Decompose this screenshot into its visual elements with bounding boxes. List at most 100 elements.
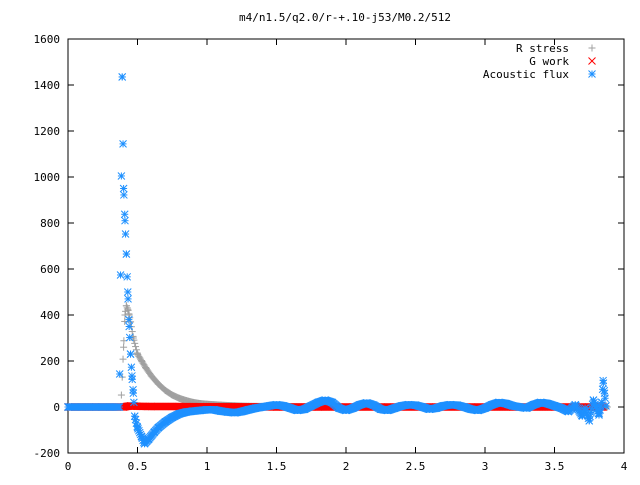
data-point — [565, 408, 572, 415]
data-point-interp — [128, 364, 135, 371]
data-point — [204, 406, 211, 413]
data-marks — [65, 73, 611, 447]
data-point — [120, 185, 127, 192]
y-tick-label: 1600 — [34, 33, 61, 46]
data-point — [590, 397, 597, 404]
y-tick-label: 1200 — [34, 125, 61, 138]
data-point — [363, 399, 370, 406]
data-point-interp — [133, 346, 140, 353]
data-point — [92, 404, 99, 411]
data-point-interp — [126, 334, 133, 341]
legend-label: G work — [529, 55, 569, 68]
data-point — [119, 73, 126, 80]
data-point — [572, 401, 579, 408]
data-point-interp — [125, 316, 132, 323]
x-tick-label: 2 — [343, 460, 350, 473]
x-tick-label: 4 — [621, 460, 628, 473]
plot-frame — [68, 39, 624, 453]
data-point — [482, 405, 489, 412]
data-point-interp — [120, 356, 127, 363]
y-tick-label: -200 — [34, 447, 61, 460]
data-point — [454, 402, 461, 409]
data-point — [190, 408, 197, 415]
data-point — [384, 407, 391, 414]
data-point — [426, 406, 433, 413]
data-point — [595, 412, 602, 419]
y-tick-label: 0 — [53, 401, 60, 414]
data-point — [461, 404, 468, 411]
data-point — [280, 402, 287, 409]
data-point — [551, 402, 558, 409]
x-tick-label: 3.5 — [545, 460, 565, 473]
data-point — [252, 405, 259, 412]
data-point — [440, 402, 447, 409]
data-point — [537, 399, 544, 406]
data-point — [301, 406, 308, 413]
data-point-interp — [121, 211, 128, 218]
x-tick-label: 1 — [204, 460, 211, 473]
data-point — [544, 400, 551, 407]
data-point — [124, 289, 131, 296]
y-tick-label: 400 — [40, 309, 60, 322]
data-point — [131, 413, 138, 420]
data-point — [447, 401, 454, 408]
data-point — [121, 217, 128, 224]
data-point-interp — [120, 140, 127, 147]
data-point-interp — [120, 191, 127, 198]
data-point — [123, 251, 130, 258]
data-point-interp — [117, 271, 124, 278]
data-point — [593, 404, 600, 411]
data-point — [398, 402, 405, 409]
data-point — [128, 372, 135, 379]
data-point — [600, 377, 607, 384]
data-point — [502, 400, 509, 407]
data-point — [162, 418, 169, 425]
data-point — [245, 406, 252, 413]
legend-marker — [589, 58, 596, 65]
data-point — [523, 405, 530, 412]
legend-marker — [589, 71, 596, 78]
data-point — [419, 404, 426, 411]
data-point — [558, 405, 565, 412]
data-point — [145, 436, 152, 443]
data-point — [336, 405, 343, 412]
legend-marker — [589, 45, 596, 52]
y-tick-label: 200 — [40, 355, 60, 368]
data-point — [582, 405, 589, 412]
data-point — [238, 408, 245, 415]
series-r-stress — [65, 302, 611, 410]
data-point — [116, 404, 123, 411]
data-point — [224, 409, 231, 416]
y-tick-label: 800 — [40, 217, 60, 230]
data-point — [217, 408, 224, 415]
x-tick-label: 2.5 — [406, 460, 426, 473]
data-point — [197, 407, 204, 414]
data-point-interp — [131, 340, 138, 347]
data-point — [210, 406, 217, 413]
x-tick-label: 0.5 — [128, 460, 148, 473]
data-point — [475, 407, 482, 414]
series-acoustic-flux — [65, 73, 610, 447]
data-point — [488, 401, 495, 408]
x-tick-label: 0 — [65, 460, 72, 473]
data-point — [308, 402, 315, 409]
data-point — [412, 402, 419, 409]
data-point — [516, 404, 523, 411]
data-point — [495, 399, 502, 406]
data-point — [155, 424, 162, 431]
data-point — [586, 417, 593, 424]
data-point — [176, 410, 183, 417]
data-point — [315, 399, 322, 406]
data-point — [231, 409, 238, 416]
data-point — [287, 405, 294, 412]
data-point — [601, 390, 608, 397]
data-point — [433, 405, 440, 412]
data-point — [120, 344, 127, 351]
data-point — [602, 402, 609, 409]
data-point — [405, 401, 412, 408]
legend-label: R stress — [516, 42, 569, 55]
data-point — [509, 402, 516, 409]
data-point — [78, 404, 85, 411]
data-point — [273, 401, 280, 408]
